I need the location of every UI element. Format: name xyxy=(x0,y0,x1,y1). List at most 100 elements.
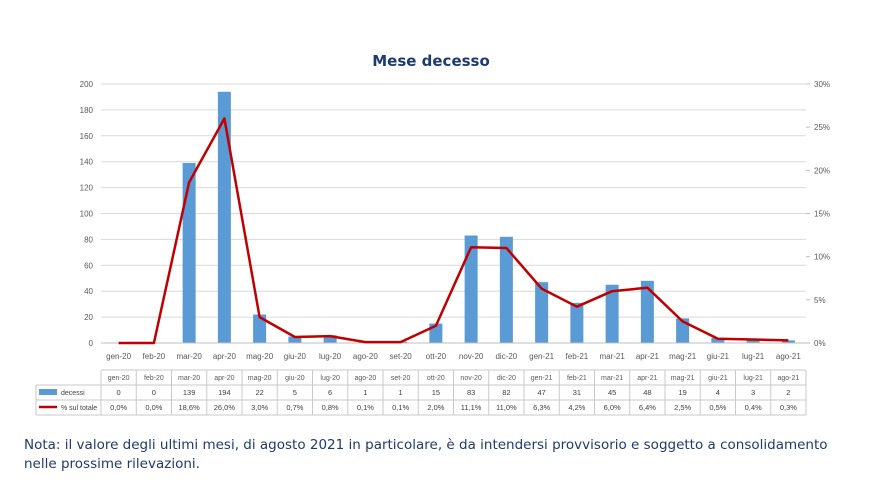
table-header-cell: mag-21 xyxy=(671,375,695,382)
x-tick-label: ago-21 xyxy=(776,352,801,361)
table-header-cell: lug-21 xyxy=(743,375,763,382)
x-tick-label: ott-20 xyxy=(426,352,447,361)
note-text: Nota: il valore degli ultimi mesi, di ag… xyxy=(24,437,828,472)
table-header-cell: feb-21 xyxy=(567,375,587,382)
table-header-cell: nov-20 xyxy=(460,375,482,382)
table-cell-decessi: 47 xyxy=(537,388,545,397)
table-cell-decessi: 1 xyxy=(399,388,403,397)
x-tick-label: mag-21 xyxy=(669,352,697,361)
bar xyxy=(676,318,690,343)
bar xyxy=(464,235,478,343)
table-cell-decessi: 2 xyxy=(786,388,790,397)
table-header-cell: mar-20 xyxy=(178,375,200,382)
y-left-tick-label: 140 xyxy=(80,158,94,167)
table-cell-decessi: 139 xyxy=(183,388,196,397)
legend-label-percent: % sul totale xyxy=(61,405,97,412)
table-cell-percent: 0,4% xyxy=(745,403,762,412)
y-right-tick-label: 5% xyxy=(814,296,826,305)
y-left-tick-label: 200 xyxy=(80,80,94,89)
table-cell-percent: 0,8% xyxy=(322,403,339,412)
table-cell-decessi: 5 xyxy=(293,388,297,397)
y-right-tick-label: 30% xyxy=(814,80,830,89)
bar xyxy=(182,162,196,343)
table-header-cell: giu-20 xyxy=(285,375,305,382)
table-cell-decessi: 6 xyxy=(328,388,332,397)
table-header-cell: mag-20 xyxy=(248,375,272,382)
table-cell-decessi: 1 xyxy=(363,388,367,397)
table-cell-percent: 2,5% xyxy=(674,403,691,412)
x-tick-label: lug-21 xyxy=(742,352,765,361)
chart-area: 0204060801001201401601802000%5%10%15%20%… xyxy=(35,80,830,416)
bar xyxy=(535,282,549,343)
table-cell-decessi: 194 xyxy=(218,388,231,397)
table-header-cell: lug-20 xyxy=(320,375,340,382)
bar xyxy=(570,302,584,343)
table-cell-decessi: 83 xyxy=(467,388,475,397)
table-cell-decessi: 0 xyxy=(117,388,121,397)
table-cell-percent: 6,4% xyxy=(639,403,656,412)
y-left-tick-label: 100 xyxy=(80,210,94,219)
table-header-cell: feb-20 xyxy=(144,375,164,382)
table-cell-percent: 3,0% xyxy=(251,403,268,412)
x-tick-label: giu-20 xyxy=(284,352,307,361)
x-tick-label: apr-20 xyxy=(213,352,237,361)
y-left-tick-label: 20 xyxy=(84,313,93,322)
y-right-tick-label: 0% xyxy=(814,339,826,348)
table-header-cell: ott-20 xyxy=(427,375,445,382)
bar xyxy=(253,314,267,343)
table-header-cell: gen-21 xyxy=(531,375,553,382)
table-cell-percent: 0,0% xyxy=(145,403,162,412)
x-tick-label: mar-21 xyxy=(599,352,625,361)
table-cell-decessi: 0 xyxy=(152,388,156,397)
table-cell-percent: 6,0% xyxy=(604,403,621,412)
table-cell-percent: 6,3% xyxy=(533,403,550,412)
chart-title: Mese decesso xyxy=(372,52,490,70)
y-left-tick-label: 120 xyxy=(80,184,94,193)
table-cell-percent: 18,6% xyxy=(178,403,200,412)
bar xyxy=(217,91,231,344)
table-cell-percent: 4,2% xyxy=(568,403,585,412)
table-cell-decessi: 82 xyxy=(502,388,510,397)
table-header-cell: ago-21 xyxy=(777,375,799,382)
table-cell-percent: 11,1% xyxy=(461,403,482,412)
table-cell-decessi: 15 xyxy=(432,388,440,397)
x-tick-label: feb-20 xyxy=(143,352,166,361)
table-cell-percent: 0,1% xyxy=(392,403,409,412)
table-cell-percent: 0,5% xyxy=(709,403,726,412)
legend-key-bar xyxy=(39,389,57,395)
y-left-tick-label: 0 xyxy=(89,339,94,348)
table-cell-decessi: 48 xyxy=(643,388,651,397)
bar xyxy=(605,284,619,343)
table-cell-percent: 0,3% xyxy=(780,403,797,412)
legend-label-decessi: decessi xyxy=(61,390,85,397)
y-right-tick-label: 20% xyxy=(814,166,830,175)
bar xyxy=(288,336,302,343)
bar xyxy=(746,339,760,343)
x-tick-label: dic-20 xyxy=(495,352,517,361)
x-tick-label: lug-20 xyxy=(319,352,342,361)
table-cell-decessi: 19 xyxy=(678,388,686,397)
y-left-tick-label: 80 xyxy=(84,235,93,244)
table-header-cell: dic-20 xyxy=(497,375,516,382)
y-right-tick-label: 25% xyxy=(814,123,830,132)
x-tick-label: apr-21 xyxy=(636,352,660,361)
x-tick-label: gen-20 xyxy=(106,352,131,361)
table-cell-percent: 0,7% xyxy=(286,403,303,412)
x-tick-label: mag-20 xyxy=(246,352,274,361)
y-left-tick-label: 40 xyxy=(84,287,93,296)
bar xyxy=(781,340,795,343)
table-cell-percent: 11,0% xyxy=(496,403,517,412)
x-tick-label: feb-21 xyxy=(566,352,589,361)
table-cell-percent: 0,0% xyxy=(110,403,127,412)
y-right-tick-label: 10% xyxy=(814,253,830,262)
table-header-cell: giu-21 xyxy=(708,375,728,382)
table-cell-percent: 0,1% xyxy=(357,403,374,412)
table-cell-decessi: 31 xyxy=(573,388,581,397)
table-header-cell: mar-21 xyxy=(601,375,623,382)
x-tick-label: set-20 xyxy=(390,352,413,361)
table-cell-decessi: 45 xyxy=(608,388,616,397)
table-header-cell: apr-20 xyxy=(214,375,234,382)
table-header-cell: gen-20 xyxy=(108,375,130,382)
table-cell-decessi: 3 xyxy=(751,388,755,397)
bar xyxy=(499,236,513,343)
